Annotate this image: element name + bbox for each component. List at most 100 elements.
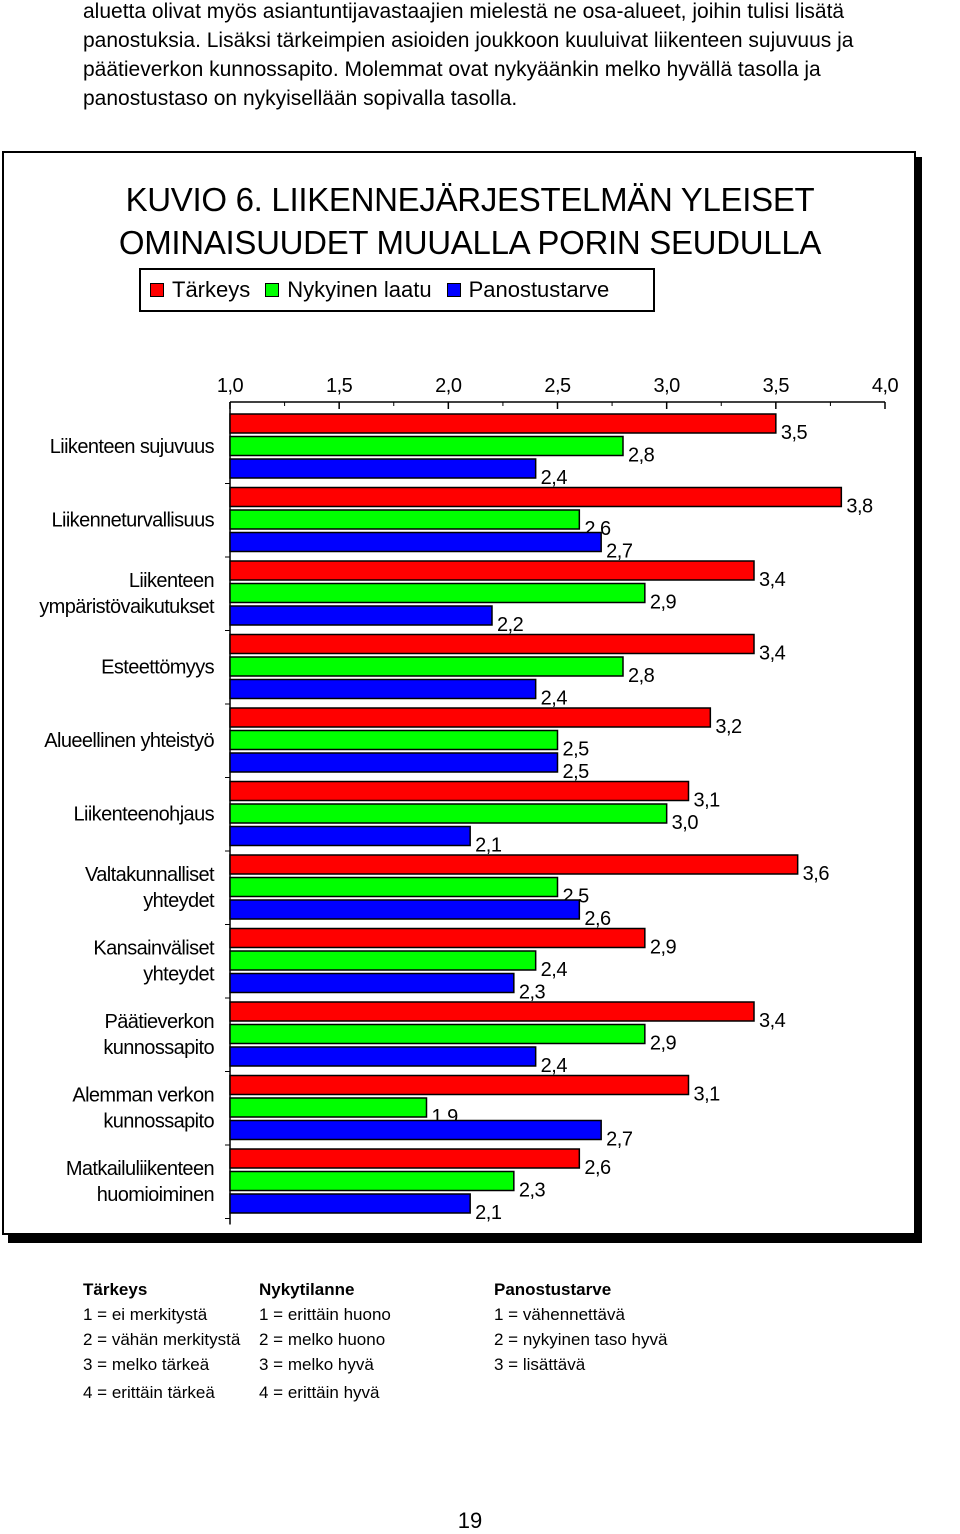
chart-title-line-1: KUVIO 6. LIIKENNEJÄRJESTELMÄN YLEISET [125,181,815,218]
bar [229,752,559,773]
bar [229,656,624,677]
category-label: Matkailuliikenteen [66,1158,214,1180]
bar [229,1001,755,1022]
bar [229,876,559,898]
scale-line: 4 = erittäin hyvä [259,1383,380,1402]
category-label: Liikenteen sujuvuus [50,436,215,458]
data-label: 2,5 [563,761,590,783]
legend-label: Nykyinen laatu [287,277,432,302]
chart-title-line-2: OMINAISUUDET MUUALLA PORIN SEUDULLA [118,224,822,261]
data-label: 2,4 [541,688,568,710]
category-label: Esteettömyys [101,657,214,679]
bar [229,950,537,971]
data-label: 2,7 [606,541,633,563]
bar [229,1193,471,1214]
data-label: 3,1 [694,1084,721,1106]
bar [229,633,755,655]
data-label: 3,4 [759,643,786,665]
data-label: 3,8 [846,496,873,518]
category-label: ympäristövaikutukset [39,596,215,618]
data-label: 2,3 [519,1180,546,1202]
scale-line: 2 = melko huono [259,1330,386,1349]
legend-swatch-red [150,283,164,297]
scale-col-tarkeys: Tärkeys 1 = ei merkitystä 2 = vähän merk… [83,1278,240,1405]
bar [229,435,624,457]
data-label: 2,2 [497,614,524,636]
data-label: 2,1 [475,835,502,857]
category-label: Valtakunnalliset [85,864,215,886]
scale-col-nykytilanne: Nykytilanne 1 = erittäin huono 2 = melko… [259,1278,391,1405]
x-tick-label: 2,0 [435,375,462,397]
scale-header: Panostustarve [494,1280,612,1299]
bar-chart: 1,0 1,5 2,0 2,5 3,0 3,5 4,0 Liikenteen sujuvuus… [39,375,899,1225]
data-label: 2,5 [563,739,590,761]
scale-line: 3 = melko tärkeä [83,1355,210,1374]
category-label: Alueellinen yhteistyö [44,730,214,752]
data-label: 2,4 [541,1055,568,1077]
scale-line: 1 = vähennettävä [494,1305,625,1324]
data-label: 3,0 [672,812,699,834]
data-label: 3,6 [803,863,830,885]
bar [229,1097,428,1118]
category-label: Liikenteen [129,570,214,592]
x-tick-label: 2,5 [544,375,571,397]
data-label: 2,9 [650,1033,677,1055]
category-label: kunnossapito [103,1111,214,1133]
bar [229,678,537,700]
legend-swatch-blue [446,283,461,297]
legend-item-tarkeys: Tärkeys [150,277,250,303]
data-label: 3,4 [759,569,786,591]
category-label: Liikenneturvallisuus [51,510,214,532]
x-tick-label: 3,0 [654,375,681,397]
bar [229,413,777,434]
bar [229,560,755,581]
scale-col-panostustarve: Panostustarve 1 = vähennettävä 2 = nykyi… [494,1278,667,1377]
bar [229,1148,581,1169]
legend-label: Panostustarve [468,277,610,302]
bar [229,927,646,949]
chart-legend: Tärkeys Nykyinen laatu Panostustarve [139,268,655,312]
data-label: 2,7 [606,1129,633,1151]
category-label: huomioiminen [97,1184,214,1206]
data-label: 2,9 [650,592,677,614]
intro-paragraph: aluetta olivat myös asiantuntijavastaaji… [83,0,960,113]
x-tick-label: 3,5 [763,375,790,397]
bar [229,582,646,604]
data-label: 2,8 [628,665,655,687]
bar [229,972,515,994]
legend-item-panostustarve: Panostustarve [446,277,610,303]
bar [229,509,581,530]
data-label: 2,1 [475,1202,502,1224]
bar [229,1170,515,1192]
bar [229,458,537,479]
category-label: Liikenteenohjaus [73,804,214,826]
scale-line: 4 = erittäin tärkeä [83,1383,215,1402]
intro-line: päätieverkon kunnossapito. Molemmat ovat… [83,58,821,81]
scale-line: 1 = erittäin huono [259,1305,391,1324]
data-label: 2,6 [584,1157,611,1179]
bar [229,1023,646,1045]
category-label: Alemman verkon [72,1085,214,1107]
bar [229,486,843,508]
bar [229,531,602,553]
scale-header: Tärkeys [83,1280,148,1299]
scale-header: Nykytilanne [259,1280,355,1299]
data-label: 2,9 [650,937,677,959]
data-label: 2,8 [628,445,655,467]
bar [229,605,493,626]
intro-line: aluetta olivat myös asiantuntijavastaaji… [83,0,845,23]
category-label: Kansainväliset [93,938,215,960]
bar [229,729,559,751]
bar [229,1046,537,1067]
category-label: kunnossapito [103,1037,214,1059]
bar [229,803,668,824]
x-tick-label: 4,0 [872,375,899,397]
bar [229,1119,602,1141]
scale-line: 3 = melko hyvä [259,1355,374,1374]
scale-line: 2 = nykyinen taso hyvä [494,1330,668,1349]
category-label: Päätieverkon [104,1011,214,1033]
data-label: 3,2 [715,716,742,738]
data-label: 2,4 [541,959,568,981]
bar [229,825,471,847]
data-label: 2,3 [519,982,546,1004]
